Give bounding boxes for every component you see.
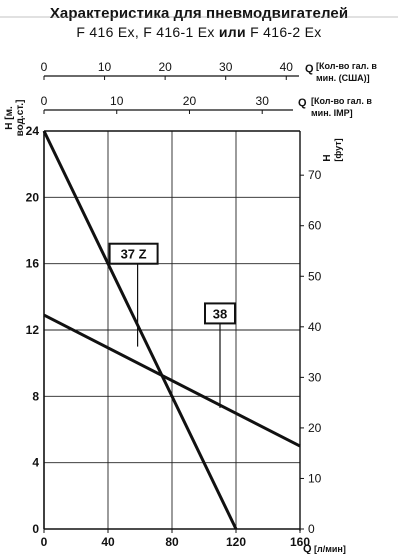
imp-tick-label-20: 20 bbox=[183, 94, 197, 108]
imp-tick-label-30: 30 bbox=[256, 94, 270, 108]
xlabel-bottom-unit: [л/мин] bbox=[314, 544, 346, 554]
us-tick-label-40: 40 bbox=[280, 60, 294, 74]
xlabel-bottom-symbol: Q bbox=[303, 543, 312, 554]
axes bbox=[0, 16, 398, 531]
imp-tick-label-10: 10 bbox=[110, 94, 124, 108]
subtitle-part1: F 416 Ex, F 416-1 Ex bbox=[76, 24, 215, 40]
ft-tick-label-10: 10 bbox=[308, 471, 322, 485]
series-line-1 bbox=[43, 313, 301, 448]
chart-title: Характеристика для пневмодвигателей bbox=[49, 5, 349, 22]
ft-tick-label-60: 60 bbox=[308, 219, 322, 233]
xlabel-us-line1: [Кол-во гал. в bbox=[316, 61, 377, 71]
annotation-box-1 bbox=[204, 302, 236, 325]
xlabel-imp-line2: мин. IMP] bbox=[311, 108, 353, 118]
y-tick-label-4: 4 bbox=[32, 456, 39, 470]
ylabel-right-unit: [фут] bbox=[333, 138, 343, 161]
y-tick-label-24: 24 bbox=[26, 124, 40, 138]
x-tick-label-0: 0 bbox=[41, 535, 48, 549]
ft-tick-label-70: 70 bbox=[308, 168, 322, 182]
y-tick-label-12: 12 bbox=[26, 323, 40, 337]
x-tick-label-80: 80 bbox=[165, 535, 179, 549]
annotation-box-0 bbox=[108, 242, 159, 265]
ylabel-left-line1: H [м. bbox=[4, 106, 15, 130]
ft-tick-label-50: 50 bbox=[308, 269, 322, 283]
y-tick-label-8: 8 bbox=[32, 389, 39, 403]
ft-tick-label-30: 30 bbox=[308, 370, 322, 384]
annotation-label-0: 37 Z bbox=[121, 247, 147, 262]
ylabel-left-line2: вод.ст.] bbox=[15, 100, 26, 137]
subtitle-conj: или bbox=[218, 24, 246, 40]
ft-tick-label-0: 0 bbox=[308, 522, 315, 536]
ft-tick-label-20: 20 bbox=[308, 421, 322, 435]
xlabel-imp-line1: [Кол-во гал. в bbox=[311, 96, 372, 106]
x-tick-label-40: 40 bbox=[101, 535, 115, 549]
imp-tick-label-0: 0 bbox=[41, 94, 48, 108]
x-tick-label-160: 160 bbox=[290, 535, 310, 549]
annotation-label-1: 38 bbox=[213, 306, 227, 321]
us-tick-label-20: 20 bbox=[158, 60, 172, 74]
chart-subtitle: F 416 Ex, F 416-1 Ex или F 416-2 Ex bbox=[0, 24, 398, 40]
xlabel-us-symbol: Q bbox=[305, 63, 314, 75]
us-tick-label-0: 0 bbox=[41, 60, 48, 74]
annotations: 37 Z 38 bbox=[108, 242, 236, 408]
us-tick-label-30: 30 bbox=[219, 60, 233, 74]
xlabel-us-line2: мин. (США)] bbox=[316, 73, 370, 83]
xlabel-imp-symbol: Q bbox=[298, 97, 307, 109]
y-tick-label-20: 20 bbox=[26, 190, 40, 204]
series-lines bbox=[42, 130, 301, 530]
series-line-0 bbox=[42, 130, 238, 530]
ft-tick-label-40: 40 bbox=[308, 320, 322, 334]
subtitle-part2: F 416-2 Ex bbox=[250, 24, 322, 40]
us-tick-label-10: 10 bbox=[98, 60, 112, 74]
y-tick-label-0: 0 bbox=[32, 522, 39, 536]
ylabel-right-symbol: H bbox=[322, 154, 333, 161]
grid bbox=[44, 130, 301, 529]
x-tick-label-120: 120 bbox=[226, 535, 246, 549]
y-tick-label-16: 16 bbox=[26, 257, 40, 271]
